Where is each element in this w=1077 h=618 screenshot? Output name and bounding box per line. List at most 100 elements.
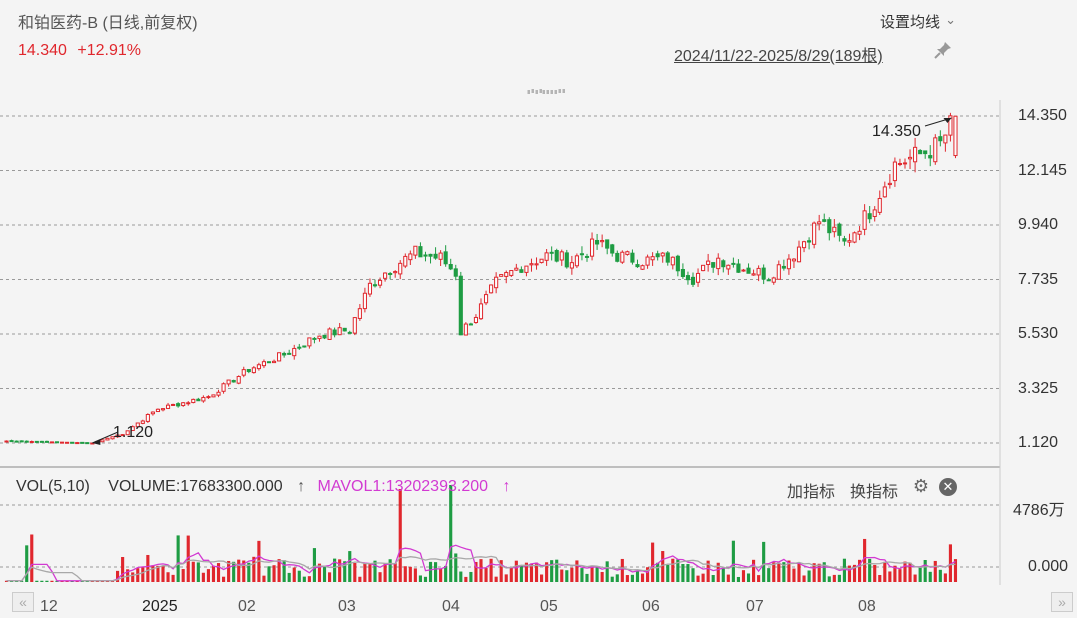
chevron-down-icon[interactable]: ⌄ [945,12,956,27]
event-marker [554,90,557,94]
candle-body [120,434,125,437]
volume-bar [136,568,140,582]
volume-value: VOLUME:17683300.000 [108,478,283,495]
volume-bar [267,566,271,582]
volume-bar [746,573,751,582]
swap-indicator-button[interactable]: 换指标 [850,484,899,501]
candle-body [938,136,943,142]
volume-bar [696,575,700,582]
candle-body [130,426,135,432]
candle-body [569,262,574,269]
candle-body [953,115,958,157]
candle-body [675,255,680,272]
candle-body [236,376,241,384]
price-axis-tick: 3.325 [1018,379,1059,397]
candle-body [155,408,161,413]
volume-bar [191,561,195,582]
candle-body [347,331,352,334]
pin-icon[interactable] [934,41,952,64]
volume-bar [817,563,821,582]
candle-body [847,240,852,243]
candle-body [832,226,837,233]
candle-body [458,275,463,336]
candle-body [150,411,155,415]
volume-bar [252,556,256,582]
candle-body [726,264,731,270]
ma-settings-button[interactable]: 设置均线 [880,11,940,32]
candle-body [514,267,519,271]
candle-body [943,134,948,144]
gear-icon[interactable]: ⚙ [912,476,930,496]
price-axis-tick: 5.530 [1018,325,1059,342]
candle-body [665,252,670,263]
scroll-right-button[interactable]: » [1051,592,1073,612]
volume-bar [767,568,771,582]
date-range[interactable]: 2024/11/22-2025/8/29(189根) [674,48,883,65]
candle-body [70,441,75,444]
candle-body [918,149,923,155]
volume-bar [726,574,730,582]
x-axis-tick: 04 [442,598,460,615]
volume-bar [282,560,286,582]
volume-bar [434,562,438,582]
volume-bar [600,571,604,582]
candle-body [145,414,150,422]
event-marker [546,90,549,94]
close-icon[interactable]: ✕ [939,478,957,496]
volume-bar [610,576,614,582]
scroll-left-button[interactable]: « [12,592,34,612]
candle-body [388,272,393,275]
candle-body [24,440,29,443]
volume-bar [504,574,508,582]
candle-body [191,398,196,404]
candle-body [403,255,408,267]
volume-bar [403,566,407,582]
candle-body [761,267,766,280]
volume-bar [883,561,887,582]
volume-bar [676,559,680,582]
volume-bar [287,572,291,582]
candle-body [75,442,80,445]
volume-bar [211,565,216,582]
volume-bar [317,563,322,582]
volume-bar [802,575,806,582]
volume-bar [671,558,675,582]
candle-body [706,260,711,265]
volume-bar [464,576,468,582]
candle-body [256,364,261,370]
volume-bar [312,548,316,582]
volume-bar [353,563,357,582]
candle-body [695,272,701,283]
volume-bar [807,570,811,582]
volume-bar [565,570,569,582]
candle-body [716,257,721,270]
mavol2-line [6,555,956,582]
add-indicator-button[interactable]: 加指标 [787,484,836,501]
volume-bar [777,562,781,582]
price-axis-tick: 14.350 [1018,107,1067,124]
volume-bar [752,559,756,582]
candle-body [771,277,776,283]
event-marker [550,90,553,94]
volume-bar [787,560,791,582]
min-price-label: 1.120 [113,424,153,441]
volume-bar [428,561,433,582]
volume-bar [176,535,180,582]
volume-bar [216,563,221,582]
candle-body [226,379,231,385]
candle-body [736,263,741,273]
volume-bar [232,561,236,582]
candle-body [549,251,554,254]
candle-body [261,361,267,367]
volume-bar [373,560,377,582]
candle-body [564,252,569,268]
volume-bar [878,574,882,582]
volume-bar [161,565,165,582]
candle-body [463,323,468,336]
candle-body [383,272,388,279]
volume-bar [575,560,579,582]
candle-body [559,251,564,261]
candle-body [332,329,337,336]
volume-bar [620,558,624,582]
